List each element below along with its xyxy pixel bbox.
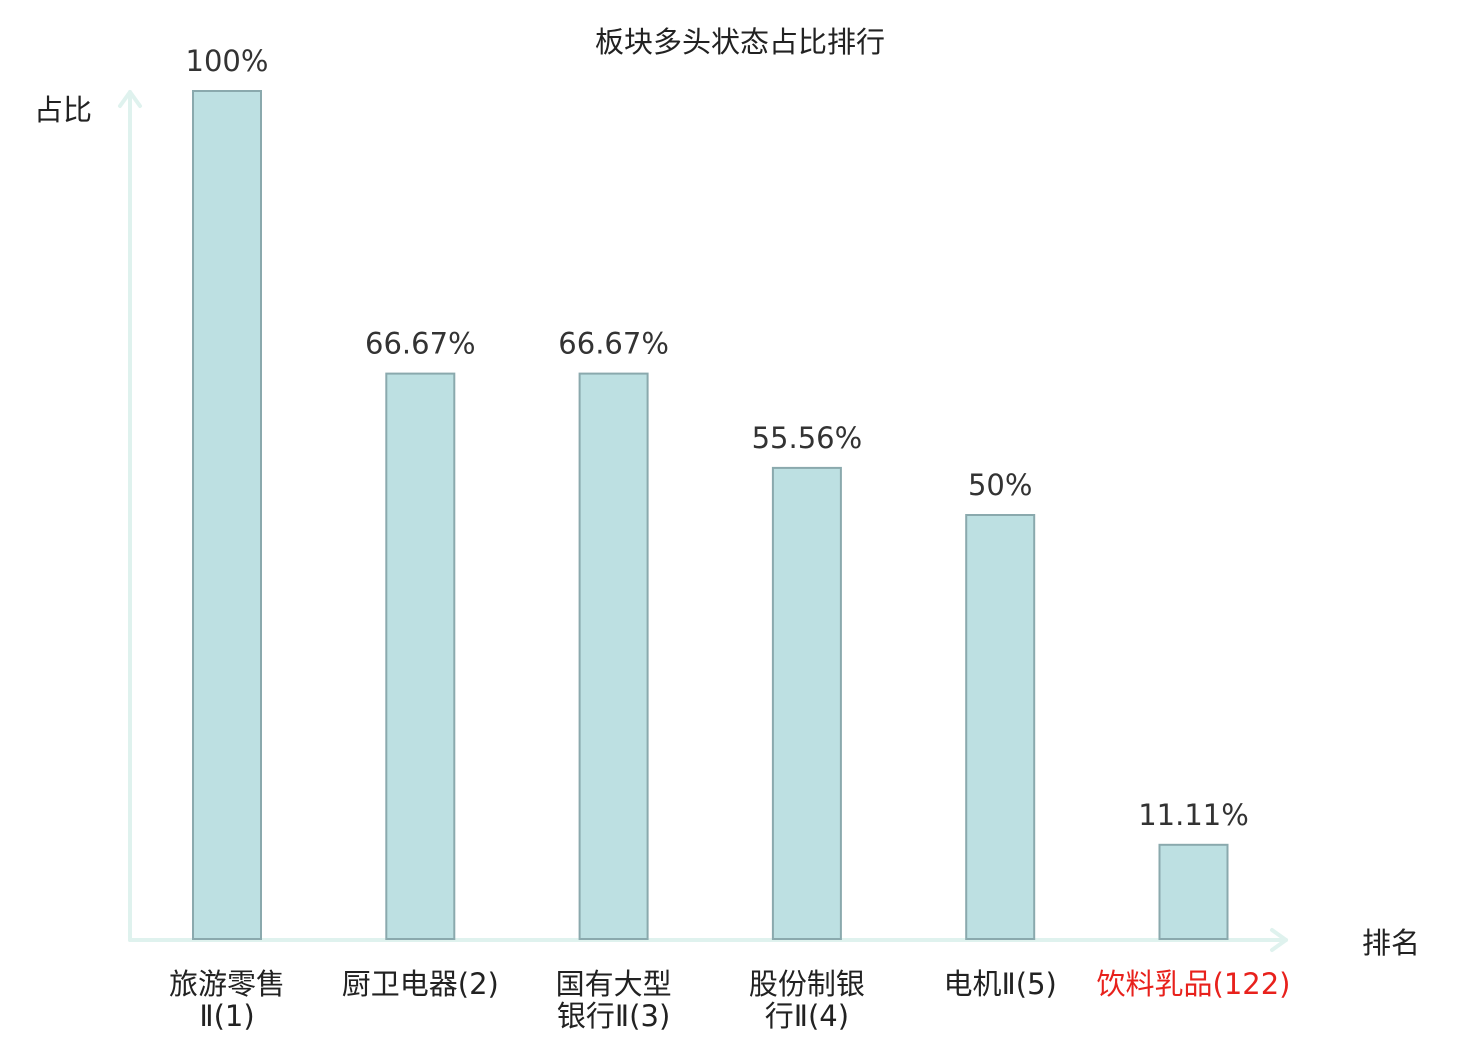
value-label-3: 66.67% [558, 327, 669, 361]
bar-2 [385, 372, 456, 941]
category-label-5: 电机Ⅱ(5) [944, 967, 1057, 1001]
value-labels-group: 100% 66.67% 66.67% 55.56% 50% 11.11% [186, 44, 1249, 832]
category-label-4: 股份制银行Ⅱ(4) [749, 967, 865, 1033]
bars-group [192, 90, 1229, 941]
bar-4 [771, 466, 842, 940]
category-label-6: 饮料乳品(122) [1097, 967, 1291, 1001]
x-axis-label: 排名 [1362, 926, 1420, 960]
bar-3 [578, 372, 649, 941]
value-label-1: 100% [186, 44, 269, 78]
category-label-1: 旅游零售 Ⅱ(1) [169, 967, 285, 1033]
value-label-6: 11.11% [1138, 798, 1249, 832]
value-label-2: 66.67% [365, 327, 476, 361]
bar-1 [192, 90, 262, 940]
bar-6 [1158, 843, 1229, 940]
category-labels-group: 旅游零售 Ⅱ(1) 厨卫电器(2) 国有大型银行Ⅱ(3) 股份制银行Ⅱ(4) 电机Ⅱ(5)… [169, 967, 1291, 1033]
category-label-2: 厨卫电器(2) [342, 967, 499, 1001]
x-axis [128, 928, 1288, 952]
y-axis [118, 90, 142, 942]
y-axis-label: 占比 [34, 93, 92, 127]
value-label-5: 50% [968, 468, 1032, 502]
category-label-3: 国有大型银行Ⅱ(3) [556, 967, 672, 1033]
bar-5 [965, 514, 1036, 940]
value-label-4: 55.56% [752, 421, 863, 455]
chart-title: 板块多头状态占比排行 [595, 25, 885, 59]
